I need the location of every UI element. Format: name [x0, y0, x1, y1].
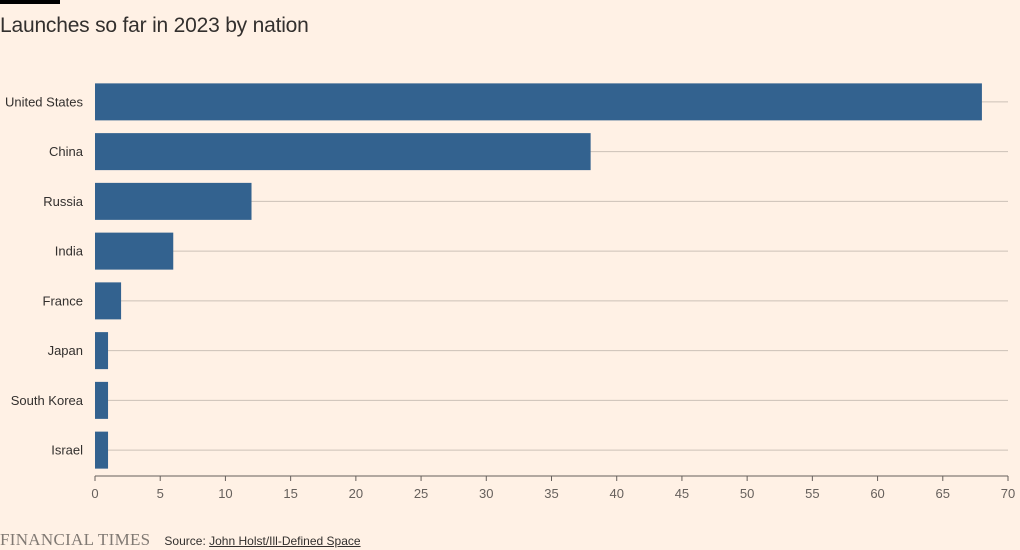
source-prefix: Source:: [164, 534, 206, 548]
x-tick-label: 0: [91, 486, 98, 501]
x-tick-label: 30: [479, 486, 493, 501]
bar-chart: United States China Russia India France Japan…: [5, 83, 1015, 501]
x-tick-label: 5: [157, 486, 164, 501]
x-tick-label: 50: [740, 486, 754, 501]
x-tick-label: 45: [675, 486, 689, 501]
x-tick-label: 10: [218, 486, 232, 501]
category-labels: United States China Russia India France Japan…: [5, 94, 84, 457]
category-label: United States: [5, 94, 84, 109]
category-label: France: [43, 293, 83, 308]
bar-india: [95, 232, 174, 270]
bar-france: [95, 282, 122, 320]
bar-united-states: [95, 83, 982, 121]
category-label: Israel: [51, 443, 83, 458]
bars: [95, 83, 982, 469]
x-axis: 0 5 10 15 20 25 30 35 40 45 50 55 60 65 70: [91, 475, 1015, 501]
bar-china: [95, 133, 591, 171]
x-tick-label: 35: [544, 486, 558, 501]
bar-israel: [95, 431, 109, 469]
bar-south-korea: [95, 381, 109, 419]
source-note: Source: John Holst/Ill-Defined Space: [164, 534, 360, 548]
chart-title: Launches so far in 2023 by nation: [0, 14, 309, 37]
brand-logo: FINANCIAL TIMES: [0, 530, 151, 549]
x-tick-label: 55: [805, 486, 819, 501]
bar-japan: [95, 332, 109, 370]
x-tick-label: 65: [936, 486, 950, 501]
category-label: Japan: [48, 343, 83, 358]
footer: FINANCIAL TIMES Source: John Holst/Ill-D…: [0, 530, 361, 550]
category-label: Russia: [43, 194, 84, 209]
category-label: South Korea: [11, 393, 84, 408]
x-tick-label: 20: [349, 486, 363, 501]
bar-russia: [95, 182, 252, 220]
x-tick-label: 70: [1001, 486, 1015, 501]
source-link[interactable]: John Holst/Ill-Defined Space: [209, 534, 361, 548]
category-label: India: [55, 244, 84, 259]
x-tick-label: 25: [414, 486, 428, 501]
x-tick-label: 15: [283, 486, 297, 501]
x-tick-label: 60: [870, 486, 884, 501]
category-label: China: [49, 144, 84, 159]
top-rule: [0, 0, 60, 4]
x-tick-label: 40: [609, 486, 623, 501]
